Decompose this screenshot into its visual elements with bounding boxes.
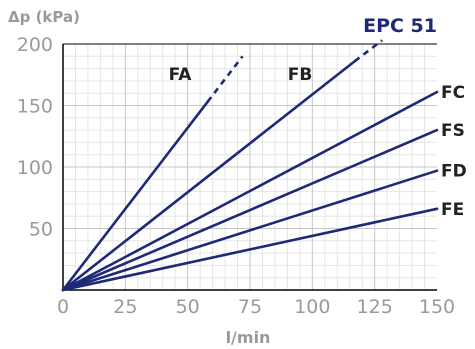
x-axis-label: l/min (226, 328, 271, 347)
series-line-fa (61, 100, 209, 292)
series-label-fd: FD (441, 162, 467, 182)
series-line-fs (61, 128, 439, 292)
major-grid (63, 44, 437, 290)
y-tick-label: 150 (17, 96, 53, 118)
series-label-fs: FS (441, 121, 465, 141)
axes (62, 43, 437, 291)
y-tick-label: 50 (29, 219, 53, 241)
x-tick-label: 25 (113, 296, 137, 318)
y-tick-label: 200 (17, 34, 53, 56)
x-tick-label: 100 (294, 296, 330, 318)
series-lines (61, 39, 439, 292)
x-tick-label: 125 (357, 296, 393, 318)
x-tick-label: 50 (176, 296, 200, 318)
y-axis-label: Δp (kPa) (8, 8, 80, 26)
series-line-fd (61, 169, 439, 292)
series-extension-fb (353, 39, 383, 63)
series-label-fb: FB (288, 65, 313, 85)
series-label-fc: FC (441, 83, 465, 103)
x-tick-label: 75 (238, 296, 262, 318)
x-tick-label: 0 (57, 296, 69, 318)
x-tick-label: 150 (419, 296, 455, 318)
series-label-fe: FE (441, 200, 464, 220)
tick-labels: 0 25 50 75 100 125 150 50 100 150 200 (17, 34, 455, 318)
series-label-fa: FA (169, 65, 193, 85)
series-line-fe (61, 207, 439, 292)
series-labels: FA FB FC FS FD FE (169, 65, 467, 220)
series-line-fc (61, 90, 439, 292)
chart-title: EPC 51 (363, 15, 437, 37)
y-tick-label: 100 (17, 157, 53, 179)
series-extension-fa (206, 55, 244, 103)
series-line-fb (61, 59, 357, 292)
